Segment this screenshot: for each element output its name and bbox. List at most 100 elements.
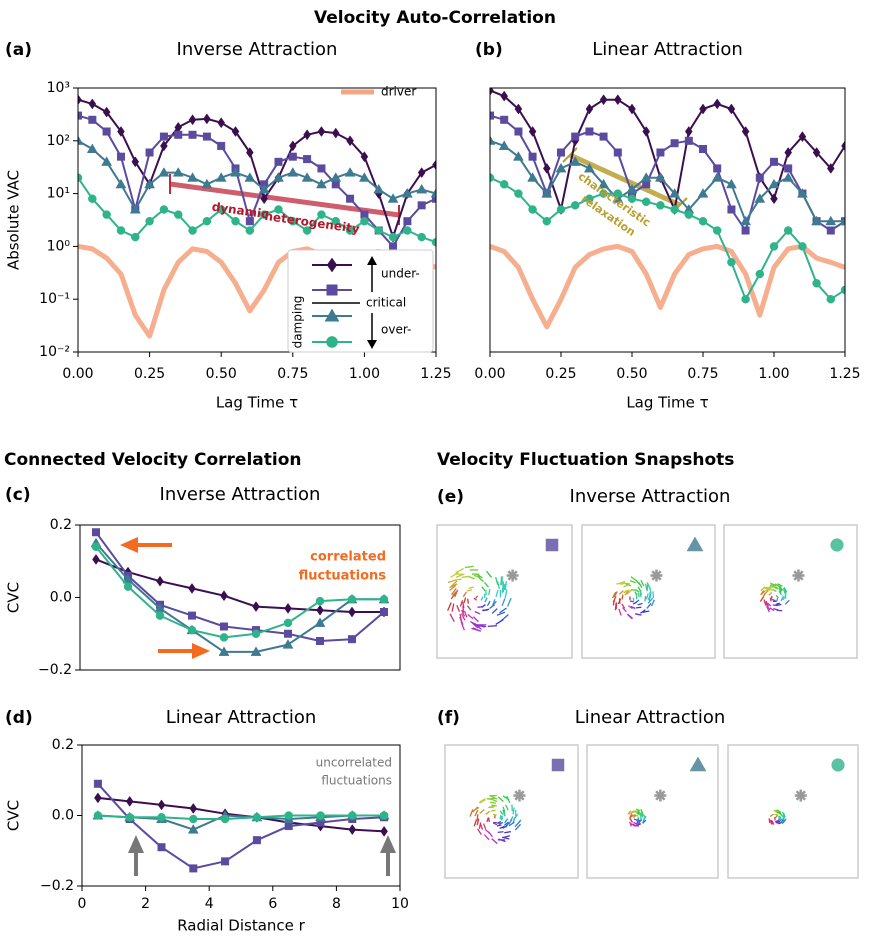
quiver-arrow xyxy=(766,587,772,590)
marker xyxy=(598,178,610,189)
marker xyxy=(88,194,97,203)
marker xyxy=(712,226,722,235)
y-tick-label: 0.2 xyxy=(52,737,74,753)
marker xyxy=(116,226,126,235)
star xyxy=(799,790,806,797)
marker xyxy=(499,180,509,189)
marker xyxy=(769,242,779,251)
legend-arrow-head xyxy=(367,340,377,349)
quiver-arrow xyxy=(759,596,764,602)
quiver-arrow xyxy=(471,627,481,632)
quiver-arrow xyxy=(769,813,775,818)
quiver-arrow xyxy=(636,819,640,823)
quiver-arrow xyxy=(456,604,461,613)
marker xyxy=(189,814,198,824)
marker xyxy=(187,824,199,834)
series-line xyxy=(490,89,845,211)
quiver-arrow xyxy=(613,591,618,598)
marker xyxy=(288,152,297,161)
section-title: Velocity Fluctuation Snapshots xyxy=(437,450,734,470)
marker xyxy=(796,188,808,198)
marker xyxy=(656,148,665,157)
marker xyxy=(129,203,141,214)
quiver-arrow xyxy=(503,811,506,817)
quiver-arrow xyxy=(504,818,509,824)
axes-frame xyxy=(79,524,401,671)
marker xyxy=(514,103,523,115)
marker xyxy=(172,167,184,177)
marker xyxy=(258,183,270,194)
marker xyxy=(317,126,326,137)
x-tick-label: 0.50 xyxy=(616,366,647,382)
marker xyxy=(316,604,324,616)
quiver-arrow xyxy=(498,821,504,825)
marker xyxy=(117,126,125,137)
marker xyxy=(498,140,510,150)
quiver-arrow xyxy=(476,818,480,826)
quiver-arrow xyxy=(768,592,773,596)
quiver-arrow xyxy=(628,605,633,610)
series-line xyxy=(97,783,385,870)
quiver-arrow xyxy=(650,599,656,607)
y-tick-label: −0.2 xyxy=(38,662,72,678)
quiver-arrow xyxy=(775,810,780,813)
marker xyxy=(252,813,262,822)
quiver-arrow xyxy=(449,583,458,589)
quiver-arrow xyxy=(770,595,773,600)
marker xyxy=(251,629,261,638)
quiver-arrow xyxy=(636,606,642,609)
marker xyxy=(160,140,168,152)
quiver-arrow xyxy=(629,814,635,818)
marker xyxy=(250,646,262,656)
marker xyxy=(698,216,708,226)
marker xyxy=(490,135,496,145)
marker xyxy=(699,144,707,153)
quiver-arrow xyxy=(638,819,643,823)
marker xyxy=(93,779,102,788)
plot-area xyxy=(90,528,390,656)
marker xyxy=(826,226,835,235)
marker xyxy=(542,162,551,174)
marker xyxy=(711,172,723,182)
marker xyxy=(252,836,261,845)
marker xyxy=(246,147,254,158)
marker xyxy=(542,216,552,226)
quiver-arrow xyxy=(763,599,767,605)
marker xyxy=(358,172,370,182)
marker xyxy=(360,151,369,163)
marker xyxy=(326,284,338,296)
y-tick-label: 10⁰ xyxy=(47,238,71,254)
quiver-arrow xyxy=(502,583,506,593)
marker xyxy=(388,232,398,242)
x-tick-label: 0.75 xyxy=(277,366,308,382)
quiver-arrow xyxy=(467,613,474,620)
quiver-arrow xyxy=(466,598,470,604)
x-tick-label: 0.00 xyxy=(62,366,93,382)
marker xyxy=(344,167,356,177)
quiver-arrow xyxy=(450,580,458,588)
quiver-arrow xyxy=(630,589,636,591)
marker xyxy=(770,193,778,205)
x-axis-label: Lag Time τ xyxy=(216,394,298,412)
quiver-arrow xyxy=(503,821,510,826)
x-tick-label: 0.75 xyxy=(687,366,718,382)
marker xyxy=(825,215,837,226)
marker xyxy=(555,162,567,173)
quiver-arrow xyxy=(476,814,479,821)
quiver-arrow xyxy=(483,823,487,830)
marker xyxy=(599,189,608,198)
x-tick-label: 2 xyxy=(141,896,150,912)
marker xyxy=(755,269,765,279)
marker xyxy=(282,639,294,649)
marker xyxy=(216,205,226,214)
marker xyxy=(145,216,154,226)
marker xyxy=(727,258,736,267)
x-tick-label: 1.00 xyxy=(349,366,380,382)
marker xyxy=(727,205,736,214)
legend-arrow-head xyxy=(367,256,377,265)
marker xyxy=(612,193,624,203)
panel-title: Linear Attraction xyxy=(166,707,317,728)
quiver-arrow xyxy=(475,595,479,599)
